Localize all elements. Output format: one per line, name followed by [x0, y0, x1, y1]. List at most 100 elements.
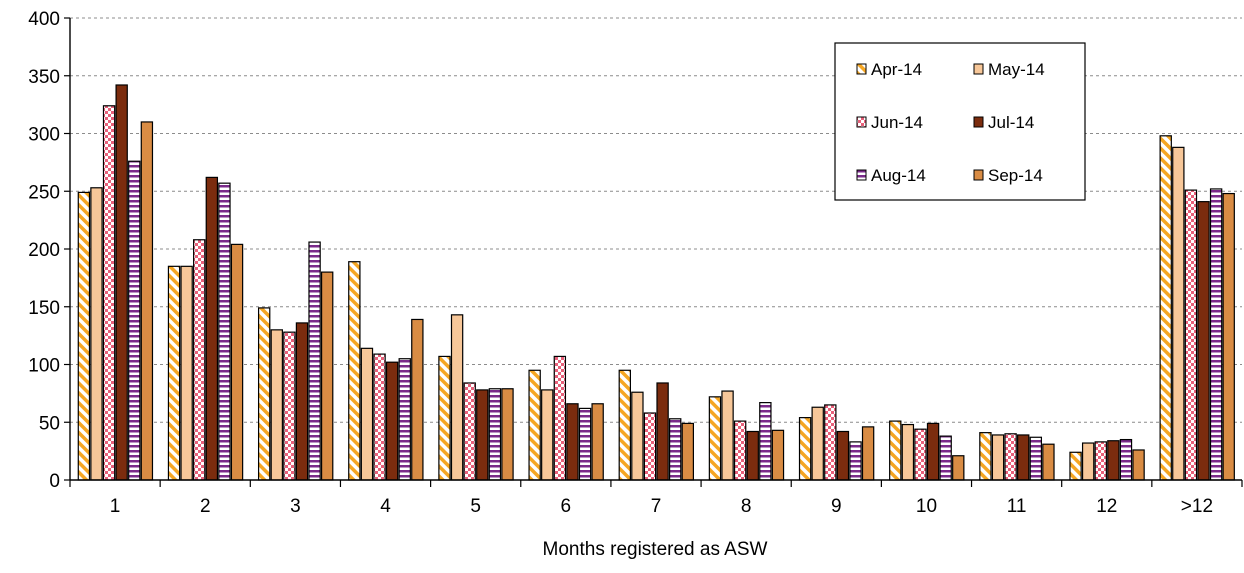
- bar-may-14-cat-11: [991, 434, 1005, 481]
- bar-apr-14-cat-7: [618, 369, 632, 481]
- y-tick-label: 150: [28, 298, 60, 319]
- bar-aug-14-cat-6: [578, 407, 592, 481]
- legend-swatch-apr-14: [856, 63, 867, 75]
- bar-apr-14-cat-5: [438, 355, 451, 481]
- bar-aug-14-cat-12: [1119, 438, 1133, 481]
- x-tick-label: 3: [290, 496, 301, 517]
- bar-aug-14-cat-13: [1209, 188, 1223, 481]
- bar-may-14-cat-6: [541, 389, 554, 481]
- bar-jun-14-cat-1: [102, 105, 116, 481]
- y-tick-label: 250: [28, 182, 60, 203]
- legend-swatch-aug-14: [856, 169, 867, 181]
- bar-sep-14-cat-5: [501, 388, 514, 481]
- x-tick-label: 5: [470, 496, 481, 517]
- bar-apr-14-cat-1: [77, 191, 91, 481]
- bar-aug-14-cat-7: [668, 418, 682, 481]
- bar-sep-14-cat-11: [1042, 443, 1055, 481]
- bar-jul-14-cat-6: [566, 403, 579, 481]
- y-tick-label: 300: [28, 125, 60, 146]
- x-tick-label: 1: [110, 496, 121, 517]
- bar-aug-14-cat-4: [398, 358, 411, 481]
- x-tick-label: 11: [1007, 496, 1027, 517]
- bar-sep-14-cat-8: [771, 429, 785, 481]
- y-tick-label: 0: [49, 471, 60, 492]
- legend-label-jun-14: Jun-14: [871, 113, 923, 132]
- bar-aug-14-cat-3: [308, 241, 321, 481]
- x-tick-label: 9: [831, 496, 842, 517]
- bar-apr-14-cat-2: [167, 265, 181, 481]
- legend-box: [834, 42, 1086, 201]
- bar-jul-14-cat-9: [836, 430, 850, 481]
- y-tick-label: 400: [28, 9, 60, 30]
- x-tick-label: 2: [200, 496, 211, 517]
- x-tick-label: 7: [651, 496, 662, 517]
- x-tick-label: >12: [1181, 496, 1213, 517]
- bar-jun-14-cat-8: [733, 420, 747, 481]
- bar-jul-14-cat-3: [295, 322, 309, 481]
- bar-jun-14-cat-4: [373, 353, 386, 481]
- bar-aug-14-cat-5: [488, 388, 502, 481]
- bar-jul-14-cat-7: [656, 382, 669, 481]
- legend-label-jul-14: Jul-14: [988, 113, 1034, 132]
- bar-jun-14-cat-13: [1184, 189, 1198, 481]
- bar-sep-14-cat-12: [1132, 449, 1145, 481]
- bar-jun-14-cat-6: [553, 355, 567, 481]
- x-tick-label: 6: [561, 496, 572, 517]
- legend-label-aug-14: Aug-14: [871, 166, 926, 185]
- bar-may-14-cat-9: [811, 406, 824, 481]
- bar-aug-14-cat-8: [759, 402, 772, 481]
- bar-jul-14-cat-12: [1107, 440, 1120, 481]
- bar-sep-14-cat-10: [952, 455, 965, 481]
- legend-swatch-may-14: [973, 63, 984, 75]
- legend-label-may-14: May-14: [988, 60, 1045, 79]
- bar-jun-14-cat-10: [914, 428, 927, 481]
- bar-sep-14-cat-3: [320, 271, 334, 481]
- bar-apr-14-cat-12: [1069, 451, 1082, 481]
- x-axis-title: Months registered as ASW: [543, 539, 768, 560]
- bar-aug-14-cat-1: [128, 160, 141, 481]
- bar-sep-14-cat-7: [681, 422, 695, 481]
- bar-jul-14-cat-10: [926, 422, 940, 481]
- x-tick-label: 12: [1096, 496, 1117, 517]
- y-tick-label: 350: [28, 67, 60, 88]
- bar-jun-14-cat-2: [193, 239, 206, 481]
- bar-may-14-cat-1: [90, 187, 103, 481]
- bar-jul-14-cat-2: [205, 176, 219, 481]
- bar-apr-14-cat-4: [348, 261, 361, 481]
- bar-apr-14-cat-8: [708, 396, 722, 481]
- bar-jun-14-cat-11: [1004, 433, 1017, 481]
- bar-may-14-cat-5: [450, 314, 464, 481]
- bar-sep-14-cat-1: [140, 121, 154, 481]
- bar-apr-14-cat-13: [1159, 135, 1172, 481]
- bar-jun-14-cat-5: [463, 382, 476, 481]
- bar-aug-14-cat-11: [1029, 436, 1043, 481]
- bar-apr-14-cat-9: [798, 417, 812, 481]
- bar-sep-14-cat-2: [230, 243, 244, 481]
- legend-swatch-jul-14: [973, 116, 984, 128]
- x-tick-label: 10: [916, 496, 937, 517]
- bar-apr-14-cat-11: [979, 432, 992, 481]
- y-tick-label: 50: [39, 413, 60, 434]
- bar-jun-14-cat-9: [824, 404, 837, 481]
- bar-may-14-cat-4: [360, 347, 374, 481]
- bar-apr-14-cat-10: [889, 420, 902, 481]
- bar-may-14-cat-3: [270, 329, 283, 481]
- bar-apr-14-cat-3: [257, 307, 271, 481]
- x-tick-label: 8: [741, 496, 752, 517]
- y-tick-label: 100: [28, 356, 60, 377]
- axes: [64, 17, 1243, 487]
- bar-sep-14-cat-4: [411, 318, 424, 481]
- bar-jun-14-cat-7: [643, 412, 657, 481]
- bar-aug-14-cat-9: [849, 441, 862, 481]
- bar-jul-14-cat-11: [1017, 434, 1030, 481]
- bar-aug-14-cat-10: [939, 435, 952, 481]
- bar-jul-14-cat-8: [746, 430, 759, 481]
- legend-label-apr-14: Apr-14: [871, 60, 922, 79]
- x-tick-label: 4: [380, 496, 391, 517]
- bar-may-14-cat-12: [1081, 442, 1095, 481]
- bar-jun-14-cat-3: [283, 331, 296, 481]
- bar-may-14-cat-8: [721, 390, 734, 481]
- bar-may-14-cat-2: [180, 265, 193, 481]
